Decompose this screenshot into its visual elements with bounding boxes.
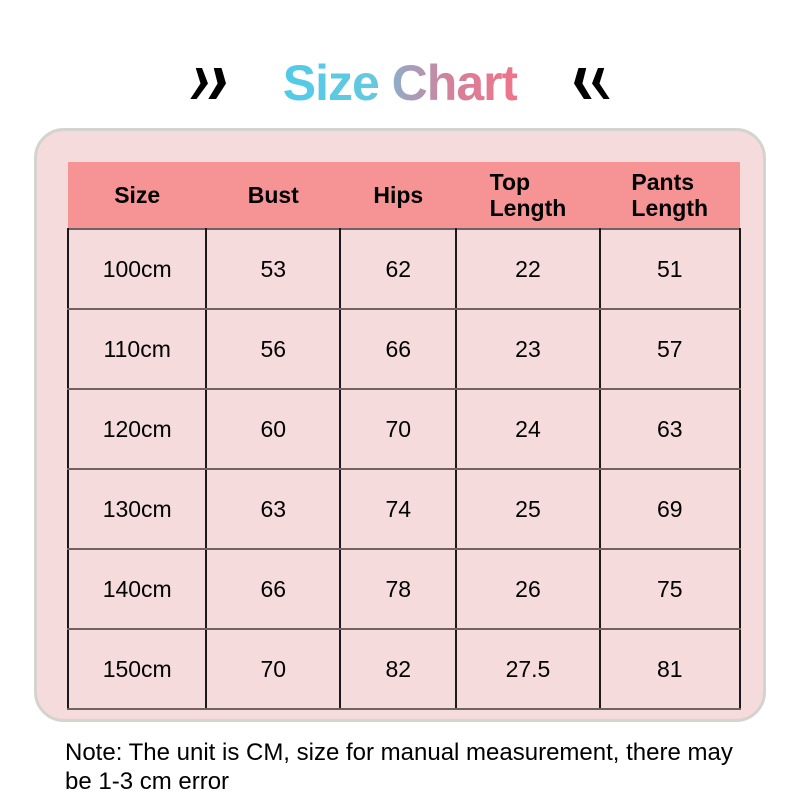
table-cell: 140cm [66, 548, 208, 630]
page-header: Size Chart [0, 0, 800, 112]
table-cell: 23 [455, 308, 601, 390]
column-header-label: Hips [373, 181, 424, 208]
table-cell: 66 [339, 308, 458, 390]
table-cell: 100cm [66, 228, 208, 310]
table-cell: 63 [598, 388, 742, 470]
chevron-icon [208, 68, 228, 99]
table-cell: 53 [205, 228, 342, 310]
table-row: 150cm 70 82 27.5 81 [66, 628, 742, 710]
column-header: Bust [206, 162, 341, 229]
chevron-icon [572, 68, 592, 99]
column-header-label: Size [114, 181, 161, 208]
table-cell: 130cm [66, 468, 208, 550]
table-cell: 22 [455, 228, 601, 310]
table-cell: 56 [205, 308, 342, 390]
table-row: 100cm 53 62 22 51 [66, 228, 742, 310]
column-header-label: Pants Length [631, 168, 709, 221]
table-cell: 57 [598, 308, 742, 390]
table-row: 120cm 60 70 24 63 [66, 388, 742, 470]
table-cell: 82 [339, 628, 458, 710]
column-header: Pants Length [599, 162, 740, 229]
measurement-note: Note: The unit is CM, size for manual me… [65, 739, 733, 795]
table-cell: 62 [339, 228, 458, 310]
table-cell: 150cm [66, 628, 208, 710]
table-cell: 26 [455, 548, 601, 630]
table-cell: 69 [598, 468, 742, 550]
double-chevron-left-icon [572, 68, 610, 99]
size-chart-table: Size Bust Hips Top Length Pants Length 100cm… [66, 162, 742, 710]
table-cell: 27.5 [455, 628, 601, 710]
table-cell: 70 [205, 628, 342, 710]
table-cell: 63 [205, 468, 342, 550]
table-row: 140cm 66 78 26 75 [66, 548, 742, 630]
table-cell: 60 [205, 388, 342, 470]
column-header: Top Length [456, 162, 600, 229]
double-chevron-right-icon [190, 68, 228, 99]
table-cell: 75 [598, 548, 742, 630]
column-header: Size [68, 162, 207, 229]
table-cell: 120cm [66, 388, 208, 470]
table-cell: 70 [339, 388, 458, 470]
table-cell: 24 [455, 388, 601, 470]
table-cell: 78 [339, 548, 458, 630]
table-cell: 74 [339, 468, 458, 550]
table-row: 110cm 56 66 23 57 [66, 308, 742, 390]
table-cell: 110cm [66, 308, 208, 390]
chevron-icon [590, 68, 610, 99]
column-header-label: Top Length [489, 168, 567, 221]
table-cell: 51 [598, 228, 742, 310]
table-cell: 25 [455, 468, 601, 550]
size-chart-card: Size Bust Hips Top Length Pants Length 100cm… [34, 128, 766, 722]
column-header: Hips [340, 162, 457, 229]
table-header-row: Size Bust Hips Top Length Pants Length [68, 162, 740, 229]
table-cell: 66 [205, 548, 342, 630]
chevron-icon [190, 68, 210, 99]
table-body: 100cm 53 62 22 51 110cm 56 66 23 57 120cm 60 70 24 63 1… [66, 228, 742, 710]
page-title: Size Chart [282, 55, 519, 111]
table-cell: 81 [598, 628, 742, 710]
column-header-label: Bust [247, 181, 299, 208]
table-row: 130cm 63 74 25 69 [66, 468, 742, 550]
